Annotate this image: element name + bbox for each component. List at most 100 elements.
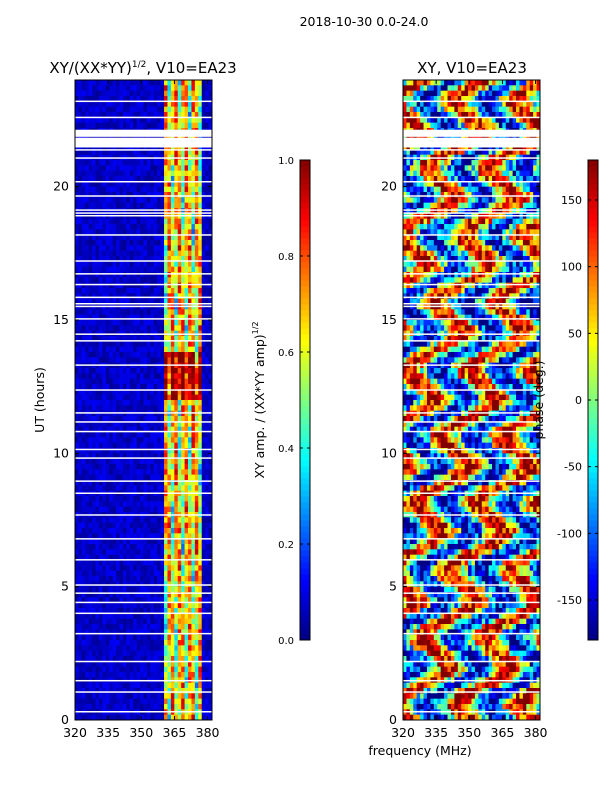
heatmap-cell bbox=[153, 170, 158, 177]
heatmap-cell bbox=[150, 277, 155, 284]
heatmap-cell bbox=[170, 458, 175, 465]
heatmap-cell bbox=[157, 106, 162, 113]
heatmap-cell bbox=[78, 656, 83, 662]
heatmap-cell bbox=[150, 458, 155, 465]
heatmap-cell bbox=[75, 640, 79, 646]
heatmap-cell bbox=[188, 656, 192, 662]
heatmap-cell bbox=[143, 186, 148, 193]
heatmap-cell bbox=[143, 101, 148, 108]
heatmap-cell bbox=[133, 186, 138, 193]
heatmap-cell bbox=[136, 682, 141, 689]
heatmap-cell bbox=[95, 314, 100, 321]
heatmap-cell bbox=[177, 192, 182, 198]
heatmap-cell bbox=[78, 453, 83, 460]
heatmap-cell bbox=[198, 581, 203, 588]
heatmap-cell bbox=[160, 437, 165, 444]
heatmap-cell bbox=[126, 341, 131, 348]
heatmap-cell bbox=[177, 645, 182, 652]
heatmap-cell bbox=[157, 112, 162, 118]
heatmap-cell bbox=[150, 474, 155, 481]
heatmap-cell bbox=[164, 170, 168, 177]
heatmap-cell bbox=[95, 442, 100, 449]
heatmap-cell bbox=[191, 560, 196, 566]
heatmap-cell bbox=[136, 352, 141, 358]
heatmap-cell bbox=[129, 442, 134, 449]
heatmap-cell bbox=[205, 405, 209, 412]
heatmap-cell bbox=[98, 469, 103, 476]
data-gap-row bbox=[75, 149, 212, 151]
heatmap-cell bbox=[92, 261, 96, 268]
heatmap-cell bbox=[167, 170, 172, 177]
heatmap-cell bbox=[92, 389, 96, 396]
heatmap-cell bbox=[85, 426, 90, 433]
heatmap-cell bbox=[201, 661, 206, 668]
heatmap-cell bbox=[160, 234, 165, 241]
heatmap-cell bbox=[129, 544, 134, 550]
heatmap-cell bbox=[116, 181, 120, 188]
heatmap-cell bbox=[81, 480, 86, 486]
heatmap-cell bbox=[201, 570, 206, 577]
heatmap-cell bbox=[126, 314, 131, 321]
heatmap-cell bbox=[201, 272, 206, 278]
heatmap-cell bbox=[150, 117, 155, 124]
heatmap-cell bbox=[146, 682, 151, 689]
heatmap-cell bbox=[129, 197, 134, 204]
heatmap-cell bbox=[167, 368, 172, 374]
heatmap-cell bbox=[75, 624, 79, 630]
heatmap-cell bbox=[205, 261, 209, 268]
heatmap-cell bbox=[98, 149, 103, 156]
heatmap-cell bbox=[92, 368, 96, 374]
heatmap-cell bbox=[133, 197, 138, 204]
heatmap-cell bbox=[102, 325, 107, 332]
heatmap-cell bbox=[167, 90, 172, 97]
heatmap-cell bbox=[140, 453, 144, 460]
heatmap-cell bbox=[177, 661, 182, 668]
heatmap-cell bbox=[102, 618, 107, 625]
heatmap-cell bbox=[102, 181, 107, 188]
heatmap-cell bbox=[150, 298, 155, 305]
heatmap-cell bbox=[112, 192, 117, 198]
heatmap-cell bbox=[75, 234, 79, 241]
heatmap-cell bbox=[143, 554, 148, 561]
heatmap-cell bbox=[167, 208, 172, 214]
heatmap-cell bbox=[88, 714, 93, 721]
heatmap-cell bbox=[150, 384, 155, 390]
heatmap-cell bbox=[95, 474, 100, 481]
heatmap-cell bbox=[140, 224, 144, 230]
heatmap-cell bbox=[95, 528, 100, 534]
heatmap-cell bbox=[160, 224, 165, 230]
heatmap-cell bbox=[92, 117, 96, 124]
heatmap-cell bbox=[208, 602, 213, 609]
heatmap-cell bbox=[119, 714, 124, 721]
heatmap-cell bbox=[78, 570, 83, 577]
heatmap-cell bbox=[164, 357, 168, 364]
heatmap-cell bbox=[122, 453, 127, 460]
heatmap-cell bbox=[167, 261, 172, 268]
heatmap-cell bbox=[164, 656, 168, 662]
heatmap-cell bbox=[157, 549, 162, 556]
heatmap-cell bbox=[109, 266, 114, 273]
heatmap-cell bbox=[157, 442, 162, 449]
heatmap-cell bbox=[78, 480, 83, 486]
heatmap-cell bbox=[119, 181, 124, 188]
heatmap-cell bbox=[78, 682, 83, 689]
heatmap-cell bbox=[112, 314, 117, 321]
heatmap-cell bbox=[92, 602, 96, 609]
heatmap-cell bbox=[150, 496, 155, 502]
heatmap-cell bbox=[75, 293, 79, 300]
heatmap-cell bbox=[78, 458, 83, 465]
heatmap-cell bbox=[119, 314, 124, 321]
heatmap-cell bbox=[188, 357, 192, 364]
heatmap-cell bbox=[75, 704, 79, 710]
colorbar-segment bbox=[300, 334, 310, 341]
heatmap-cell bbox=[181, 453, 185, 460]
heatmap-cell bbox=[122, 240, 127, 246]
heatmap-cell bbox=[143, 240, 148, 246]
heatmap-cell bbox=[153, 693, 158, 700]
heatmap-cell bbox=[92, 640, 96, 646]
heatmap-cell bbox=[181, 469, 185, 476]
heatmap-cell bbox=[143, 672, 148, 678]
heatmap-cell bbox=[184, 474, 189, 481]
colorbar-segment bbox=[300, 226, 310, 233]
heatmap-cell bbox=[205, 96, 209, 102]
